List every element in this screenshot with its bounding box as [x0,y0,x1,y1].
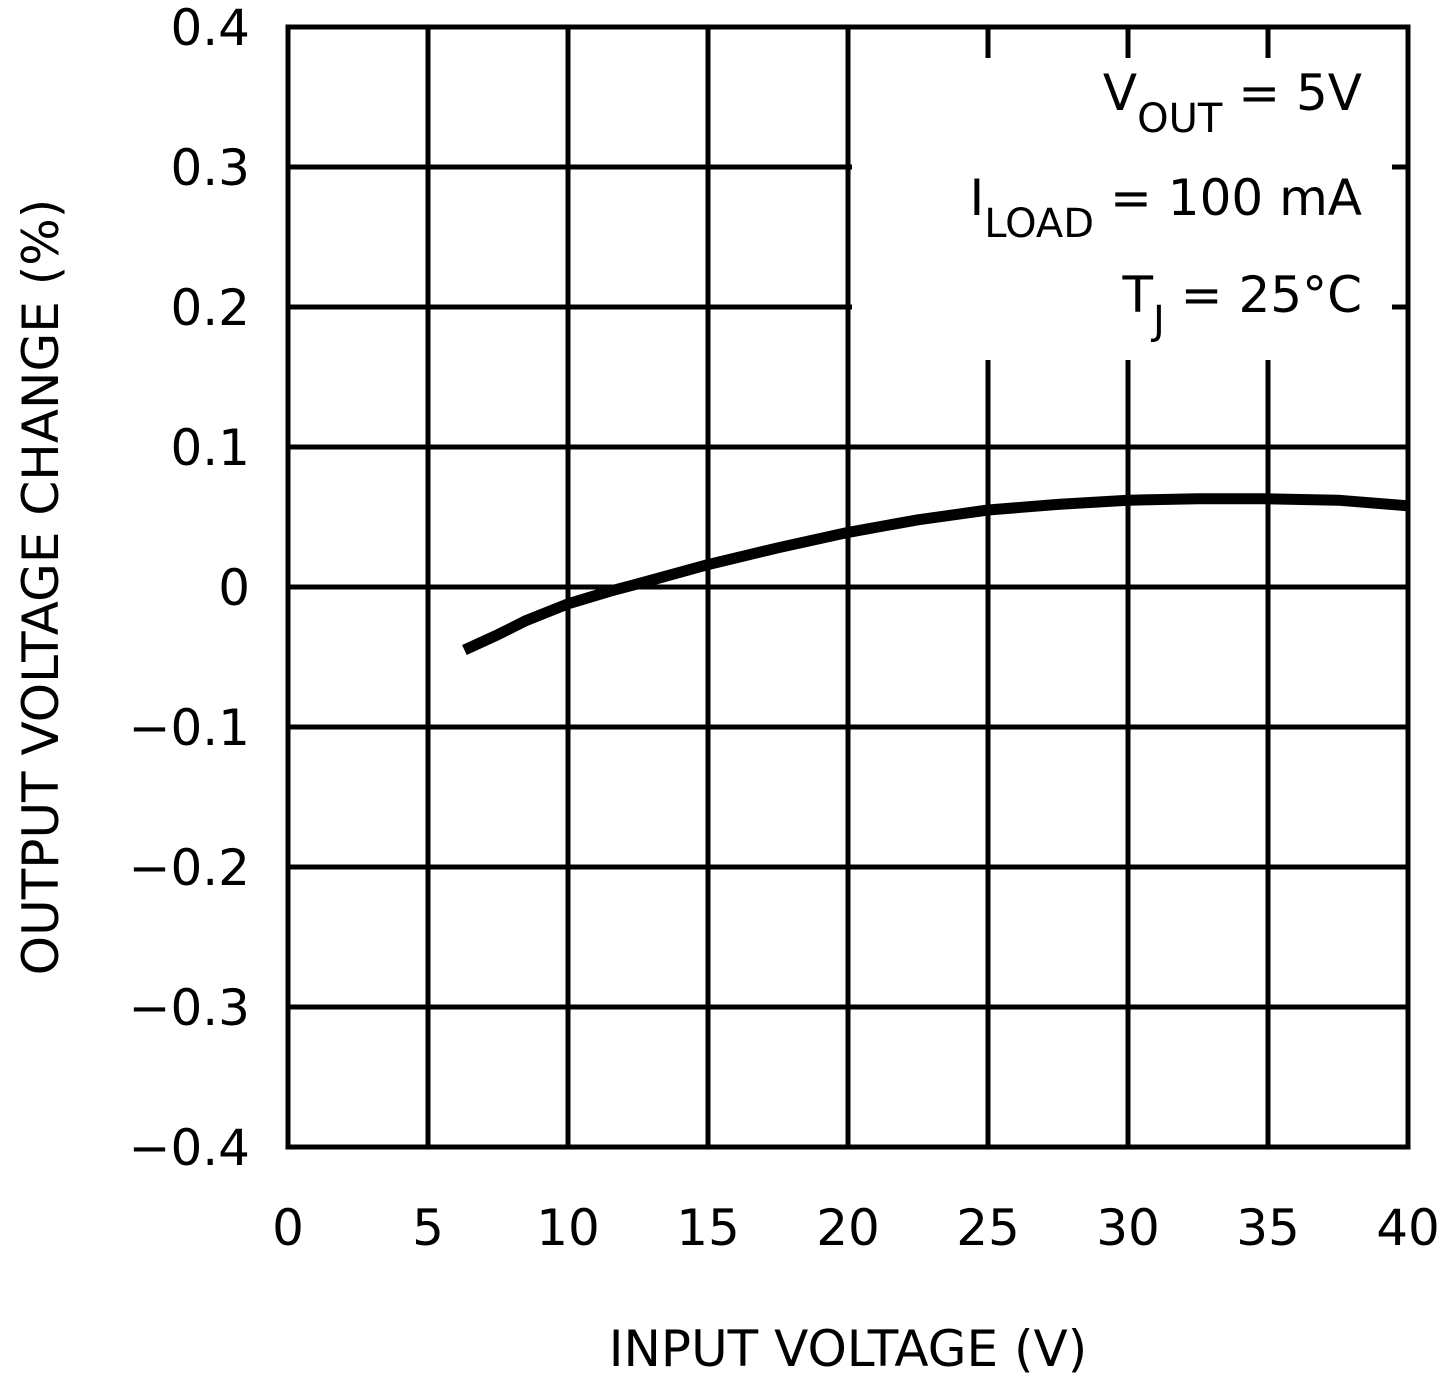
x-tick-labels: 0 5 10 15 20 25 30 35 40 [272,1199,1440,1257]
x-tick-label: 35 [1236,1199,1300,1257]
x-tick-label: 10 [536,1199,600,1257]
y-tick-label: −0.1 [129,699,250,757]
x-axis-label: INPUT VOLTAGE (V) [609,1320,1087,1377]
y-tick-label: −0.3 [129,979,250,1037]
annotation-line: ILOAD = 100 mA [970,169,1362,247]
y-tick-label: −0.4 [129,1119,250,1177]
annotation-line: TJ = 25°C [1121,266,1362,344]
y-tick-label: 0.1 [170,419,250,477]
y-tick-label: −0.2 [129,839,250,897]
x-tick-label: 25 [956,1199,1020,1257]
annotation-line: VOUT = 5V [1103,64,1362,142]
x-tick-label: 5 [412,1199,444,1257]
annotation-background [852,58,1392,360]
x-tick-label: 15 [676,1199,740,1257]
x-tick-label: 0 [272,1199,304,1257]
y-tick-label: 0 [218,559,250,617]
x-tick-label: 20 [816,1199,880,1257]
y-axis-label: OUTPUT VOLTAGE CHANGE (%) [12,199,70,975]
y-tick-label: 0.4 [170,0,250,57]
y-tick-label: 0.3 [170,139,250,197]
y-tick-label: 0.2 [170,279,250,337]
x-tick-label: 30 [1096,1199,1160,1257]
y-tick-labels: 0.4 0.3 0.2 0.1 0 −0.1 −0.2 −0.3 −0.4 [129,0,250,1177]
plot-frame [285,24,1411,1150]
annotation-block: VOUT = 5V ILOAD = 100 mA TJ = 25°C [970,64,1362,344]
x-tick-label: 40 [1376,1199,1440,1257]
series-line [462,493,1409,655]
